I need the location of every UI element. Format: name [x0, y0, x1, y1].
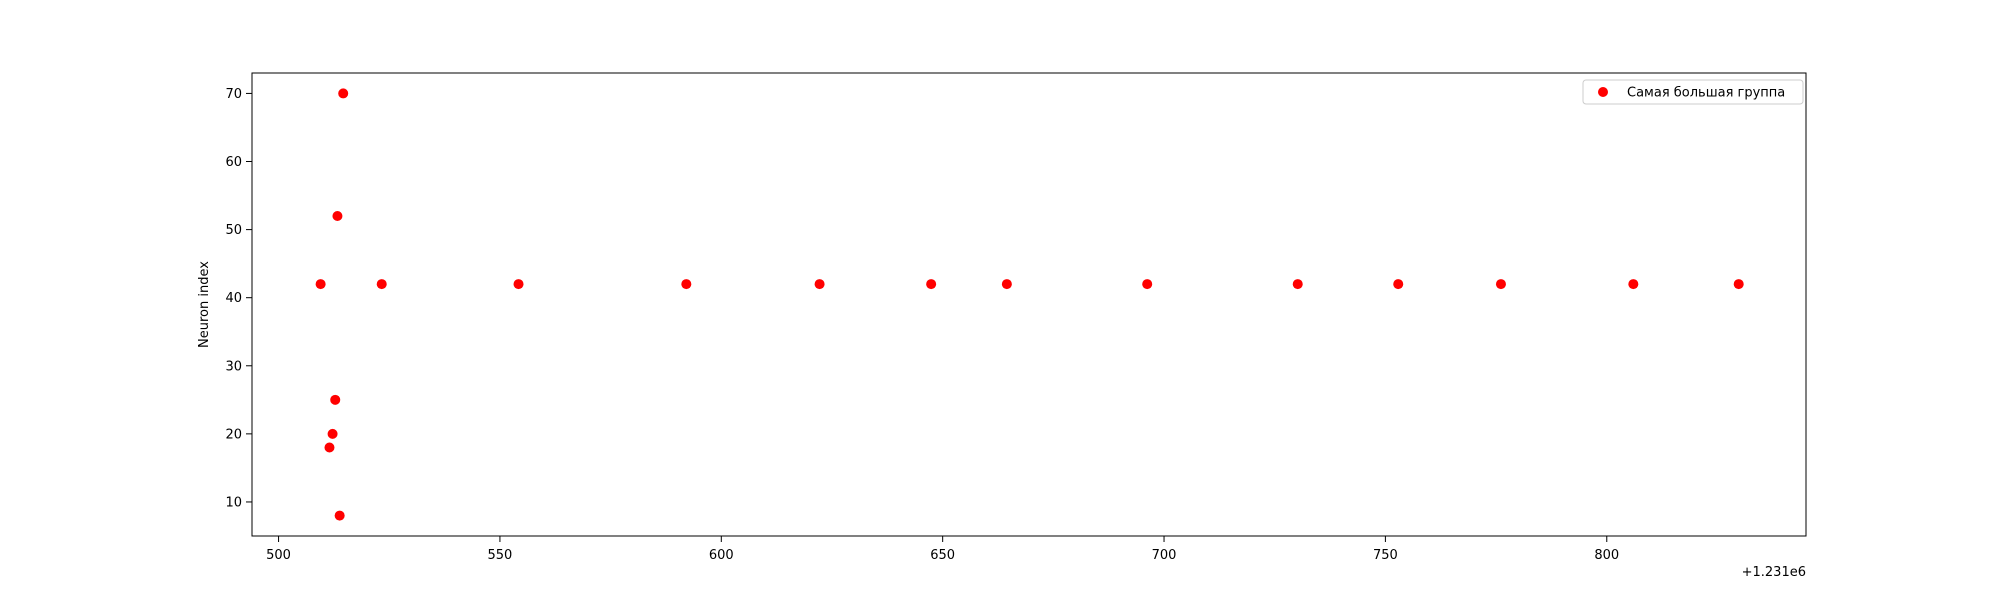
- data-point: [1733, 279, 1744, 290]
- x-axis: 500 550 600 650 700 750 800: [266, 536, 1619, 563]
- x-tick-label: 600: [709, 548, 734, 563]
- data-point: [513, 279, 524, 290]
- x-tick-label: 700: [1152, 548, 1177, 563]
- y-tick-label: 40: [225, 291, 242, 306]
- x-tick-label: 650: [930, 548, 955, 563]
- legend-box: [1582, 79, 1804, 105]
- data-point: [814, 279, 825, 290]
- y-tick-label: 30: [225, 359, 242, 374]
- data-point: [324, 442, 335, 453]
- data-point: [926, 279, 937, 290]
- data-point: [1495, 279, 1506, 290]
- x-tick-label: 550: [488, 548, 513, 563]
- data-point: [332, 210, 343, 221]
- data-point: [1001, 279, 1012, 290]
- x-tick-label: 800: [1594, 548, 1619, 563]
- data-point: [334, 510, 345, 521]
- plot-area: [252, 73, 1806, 536]
- data-point: [315, 279, 326, 290]
- x-axis-offset-label: +1.231e6: [1742, 565, 1806, 580]
- legend[interactable]: Самая большая группа: [1582, 79, 1804, 105]
- y-axis: 10 20 30 40 50 60 70: [225, 87, 252, 510]
- y-tick-label: 60: [225, 155, 242, 170]
- data-point: [330, 394, 341, 405]
- data-point: [338, 88, 349, 99]
- legend-marker-icon: [1598, 87, 1608, 97]
- y-axis-label: Neuron index: [197, 261, 212, 348]
- legend-label: Самая большая группа: [1627, 86, 1785, 101]
- data-point: [1292, 279, 1303, 290]
- data-point: [1142, 279, 1153, 290]
- y-tick-label: 20: [225, 427, 242, 442]
- data-point: [1628, 279, 1639, 290]
- y-tick-label: 70: [225, 87, 242, 102]
- data-point: [376, 279, 387, 290]
- data-point: [1393, 279, 1404, 290]
- data-point: [681, 279, 692, 290]
- x-tick-label: 500: [266, 548, 291, 563]
- data-point: [327, 428, 338, 439]
- axes-frame: [251, 72, 1807, 537]
- x-tick-label: 750: [1373, 548, 1398, 563]
- y-tick-label: 10: [225, 495, 242, 510]
- data-points: [315, 88, 1744, 521]
- y-tick-label: 50: [225, 223, 242, 238]
